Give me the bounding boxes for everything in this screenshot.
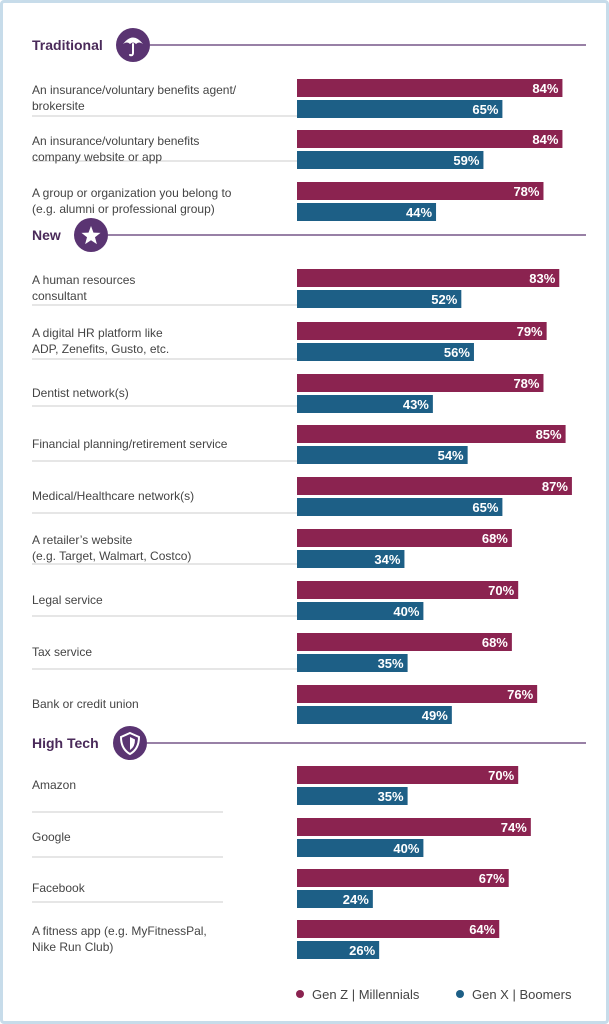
data-label: 83% — [529, 271, 555, 286]
category-label: Dentist network(s) — [32, 386, 129, 400]
data-label: 40% — [393, 604, 419, 619]
category-label: Tax service — [32, 645, 92, 659]
bar-gen-z-millennials — [297, 182, 544, 200]
section-title: New — [32, 227, 61, 243]
data-label: 79% — [517, 324, 543, 339]
bar-gen-z-millennials — [297, 79, 563, 97]
category-label: A digital HR platform like ADP, Zenefits,… — [32, 326, 169, 356]
data-label: 44% — [406, 205, 432, 220]
bar-gen-z-millennials — [297, 269, 560, 287]
category-label: A human resources consultant — [32, 273, 135, 303]
bar-gen-x-boomers — [297, 706, 452, 724]
data-label: 68% — [482, 635, 508, 650]
data-label: 68% — [482, 531, 508, 546]
data-label: 84% — [532, 81, 558, 96]
data-label: 78% — [513, 376, 539, 391]
bar-gen-x-boomers — [297, 839, 424, 857]
bar-gen-x-boomers — [297, 395, 433, 413]
bar-gen-x-boomers — [297, 290, 462, 308]
bar-gen-x-boomers — [297, 890, 373, 908]
bar-gen-z-millennials — [297, 869, 509, 887]
data-label: 84% — [532, 132, 558, 147]
bar-gen-z-millennials — [297, 685, 538, 703]
legend-swatch-gen-z-millennials — [296, 990, 304, 998]
bar-gen-z-millennials — [297, 633, 512, 651]
section-title: Traditional — [32, 37, 103, 53]
data-label: 76% — [507, 687, 533, 702]
bar-gen-x-boomers — [297, 602, 424, 620]
bar-gen-z-millennials — [297, 477, 572, 495]
bar-gen-x-boomers — [297, 654, 408, 672]
category-label: Facebook — [32, 881, 86, 895]
category-label: An insurance/voluntary benefits company w… — [32, 134, 199, 164]
data-label: 49% — [422, 708, 448, 723]
data-label: 87% — [542, 479, 568, 494]
bar-gen-x-boomers — [297, 446, 468, 464]
bar-gen-x-boomers — [297, 550, 405, 568]
data-label: 52% — [431, 292, 457, 307]
category-label: A group or organization you belong to (e.… — [32, 186, 232, 216]
category-label: Amazon — [32, 778, 76, 792]
data-label: 35% — [378, 656, 404, 671]
bar-gen-x-boomers — [297, 151, 484, 169]
legend-label: Gen Z | Millennials — [312, 987, 420, 1002]
bar-gen-z-millennials — [297, 130, 563, 148]
bar-gen-x-boomers — [297, 100, 503, 118]
bar-gen-x-boomers — [297, 203, 437, 221]
data-label: 43% — [403, 397, 429, 412]
category-label: Legal service — [32, 593, 103, 607]
data-label: 34% — [374, 552, 400, 567]
bar-gen-z-millennials — [297, 425, 566, 443]
data-label: 40% — [393, 841, 419, 856]
category-label: Bank or credit union — [32, 697, 139, 711]
data-label: 74% — [501, 820, 527, 835]
legend-swatch-gen-x-boomers — [456, 990, 464, 998]
data-label: 85% — [536, 427, 562, 442]
category-label: Financial planning/retirement service — [32, 437, 228, 451]
star-icon — [81, 226, 101, 245]
bar-gen-x-boomers — [297, 498, 503, 516]
bar-gen-z-millennials — [297, 920, 500, 938]
data-label: 56% — [444, 345, 470, 360]
category-label: Medical/Healthcare network(s) — [32, 489, 194, 503]
category-label: An insurance/voluntary benefits agent/br… — [32, 83, 237, 113]
data-label: 64% — [469, 922, 495, 937]
bar-gen-z-millennials — [297, 322, 547, 340]
bar-gen-z-millennials — [297, 766, 519, 784]
data-label: 65% — [472, 102, 498, 117]
legend-label: Gen X | Boomers — [472, 987, 572, 1002]
data-label: 67% — [479, 871, 505, 886]
bar-gen-z-millennials — [297, 529, 512, 547]
shield-icon — [119, 731, 141, 756]
data-label: 24% — [343, 892, 369, 907]
bar-gen-z-millennials — [297, 374, 544, 392]
data-label: 26% — [349, 943, 375, 958]
data-label: 54% — [438, 448, 464, 463]
category-label: Google — [32, 830, 71, 844]
data-label: 70% — [488, 583, 514, 598]
umbrella-icon — [123, 37, 143, 57]
bar-gen-x-boomers — [297, 787, 408, 805]
section-title: High Tech — [32, 735, 99, 751]
data-label: 65% — [472, 500, 498, 515]
bar-gen-z-millennials — [297, 581, 519, 599]
data-label: 59% — [453, 153, 479, 168]
bar-gen-x-boomers — [297, 343, 474, 361]
bar-gen-x-boomers — [297, 941, 380, 959]
bar-gen-z-millennials — [297, 818, 531, 836]
data-label: 78% — [513, 184, 539, 199]
data-label: 35% — [378, 789, 404, 804]
data-label: 70% — [488, 768, 514, 783]
category-label: A fitness app (e.g. MyFitnessPal, Nike Ru… — [32, 924, 207, 954]
category-label: A retailer’s website (e.g. Target, Walmar… — [32, 533, 191, 563]
